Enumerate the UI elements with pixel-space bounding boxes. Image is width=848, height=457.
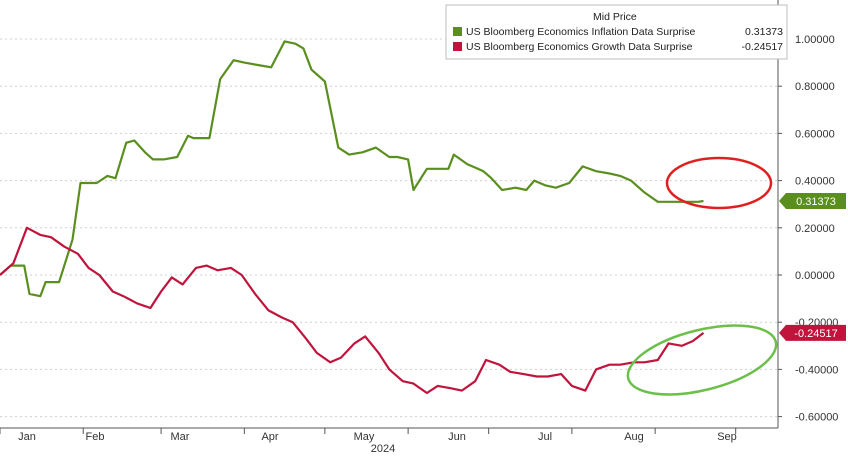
legend-label-growth: US Bloomberg Economics Growth Data Surpr…: [466, 41, 693, 53]
y-tick-label: 0.40000: [795, 176, 835, 188]
x-tick-label: May: [354, 431, 375, 443]
y-tick-label: -0.60000: [795, 412, 838, 424]
x-tick-label: Jul: [538, 431, 552, 443]
x-tick-label: Mar: [171, 431, 190, 443]
x-tick-label: Jun: [448, 431, 466, 443]
gridlines: [0, 0, 779, 429]
legend: Mid Price US Bloomberg Economics Inflati…: [445, 4, 788, 60]
legend-value-growth: -0.24517: [742, 41, 784, 53]
growth-last-value-tag: [779, 324, 846, 341]
y-tick-label: -0.40000: [795, 364, 838, 376]
x-tick-label: Feb: [86, 431, 105, 443]
legend-label-inflation: US Bloomberg Economics Inflation Data Su…: [466, 26, 696, 38]
inflation-highlight-ellipse: [665, 156, 773, 210]
y-tick-label: 0.80000: [795, 81, 835, 93]
y-tick-label: 0.00000: [795, 270, 835, 282]
growth-series-line: [0, 226, 705, 395]
legend-value-inflation: 0.31373: [745, 26, 783, 38]
x-tick-label: Sep: [717, 431, 737, 443]
x-axis-year-label: 2024: [371, 443, 395, 455]
highlight-ellipses: [626, 156, 778, 396]
legend-swatch-inflation: [453, 27, 462, 36]
y-tick-label: 0.20000: [795, 223, 835, 235]
last-value-tags: 0.31373 -0.24517: [779, 192, 846, 341]
y-tick-label: 1.00000: [795, 34, 835, 46]
x-tick-label: Jan: [18, 431, 36, 443]
legend-title: Mid Price: [593, 11, 637, 23]
inflation-series-line: [0, 40, 704, 298]
x-tick-label: Aug: [624, 431, 644, 443]
y-tick-label: 0.60000: [795, 128, 835, 140]
series-lines: [0, 40, 705, 395]
legend-box: [445, 4, 788, 60]
x-axis: Jan Feb Mar Apr May Jun Jul Aug Sep: [0, 428, 737, 443]
inflation-last-value-label: 0.31373: [796, 196, 836, 208]
growth-highlight-ellipse: [626, 324, 778, 396]
inflation-last-value-tag: [779, 192, 846, 209]
legend-swatch-growth: [453, 42, 462, 51]
y-axis: 1.00000 0.80000 0.60000 0.40000 0.20000 0.000…: [778, 34, 838, 424]
growth-last-value-label: -0.24517: [794, 328, 837, 340]
x-tick-label: Apr: [261, 431, 278, 443]
